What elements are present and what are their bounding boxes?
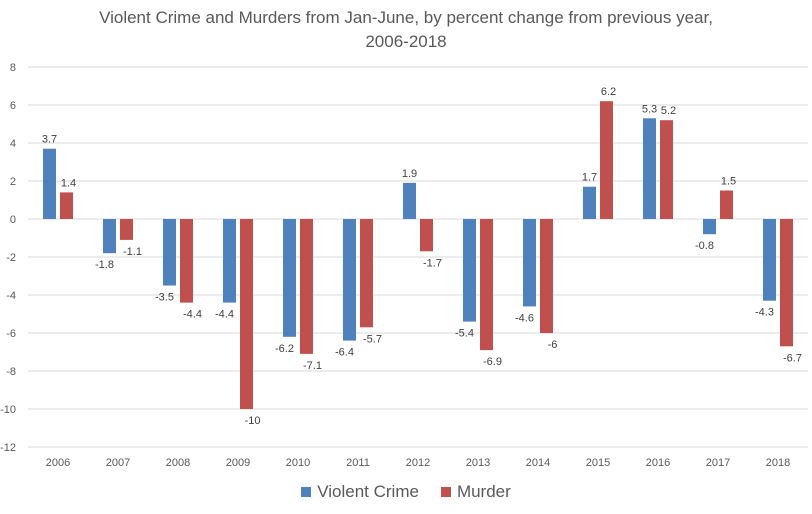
- chart-title-line-2: 2006-2018: [365, 32, 447, 51]
- data-label-murder-2012: -1.7: [423, 257, 442, 269]
- data-label-murder-2013: -6.9: [483, 356, 502, 368]
- chart-title: Violent Crime and Murders from Jan-June,…: [0, 6, 812, 54]
- data-label-violent-crime-2013: -5.4: [455, 328, 474, 340]
- data-label-murder-2014: -6: [548, 339, 558, 351]
- data-label-violent-crime-2010: -6.2: [275, 343, 294, 355]
- chart-legend: Violent Crime Murder: [0, 482, 812, 502]
- bar-violent-crime-2018: [763, 219, 776, 301]
- y-tick-label--4: -4: [6, 290, 16, 302]
- x-tick-label-2012: 2012: [406, 457, 430, 469]
- y-tick-label-2: 2: [10, 176, 16, 188]
- legend-item-murder: Murder: [440, 482, 511, 502]
- data-label-violent-crime-2014: -4.6: [515, 312, 534, 324]
- data-label-violent-crime-2012: 1.9: [402, 168, 417, 180]
- x-tick-label-2013: 2013: [466, 457, 490, 469]
- y-tick-label--10: -10: [0, 404, 16, 416]
- bar-violent-crime-2010: [283, 219, 296, 337]
- y-tick-label-0: 0: [10, 214, 16, 226]
- y-tick-label-4: 4: [10, 138, 16, 150]
- bar-murder-2015: [600, 101, 613, 219]
- bar-murder-2017: [720, 190, 733, 219]
- y-tick-label--2: -2: [6, 252, 16, 264]
- bar-murder-2007: [120, 219, 133, 240]
- legend-item-violent-crime: Violent Crime: [301, 482, 419, 502]
- x-tick-label-2011: 2011: [346, 457, 370, 469]
- x-tick-label-2010: 2010: [286, 457, 310, 469]
- bar-violent-crime-2007: [103, 219, 116, 254]
- x-tick-label-2006: 2006: [46, 457, 70, 469]
- bar-violent-crime-2012: [403, 182, 416, 219]
- data-label-murder-2010: -7.1: [303, 360, 322, 372]
- chart-title-line-1: Violent Crime and Murders from Jan-June,…: [99, 8, 713, 27]
- bar-violent-crime-2008: [163, 219, 176, 286]
- y-tick-label--12: -12: [0, 442, 16, 454]
- y-tick-label--8: -8: [6, 366, 16, 378]
- y-tick-label--6: -6: [6, 328, 16, 340]
- bar-violent-crime-2016: [643, 118, 656, 219]
- legend-label-violent-crime: Violent Crime: [317, 482, 419, 501]
- bar-murder-2012: [420, 219, 433, 252]
- bar-murder-2008: [180, 219, 193, 303]
- x-tick-label-2016: 2016: [646, 457, 670, 469]
- y-tick-label-8: 8: [10, 62, 16, 74]
- bar-violent-crime-2013: [463, 219, 476, 322]
- x-tick-label-2007: 2007: [106, 457, 130, 469]
- data-label-violent-crime-2018: -4.3: [755, 307, 774, 319]
- data-label-murder-2011: -5.7: [363, 333, 382, 345]
- data-label-violent-crime-2008: -3.5: [155, 292, 174, 304]
- data-label-murder-2018: -6.7: [783, 352, 802, 364]
- bar-violent-crime-2017: [703, 219, 716, 235]
- bar-violent-crime-2015: [583, 186, 596, 219]
- bar-violent-crime-2006: [43, 148, 56, 219]
- legend-swatch-violent-crime: [301, 487, 312, 497]
- bar-murder-2016: [660, 120, 673, 219]
- y-tick-label-6: 6: [10, 100, 16, 112]
- bar-murder-2014: [540, 219, 553, 333]
- bar-murder-2010: [300, 219, 313, 354]
- data-label-violent-crime-2007: -1.8: [95, 259, 114, 271]
- data-label-violent-crime-2015: 1.7: [582, 172, 597, 184]
- data-label-murder-2007: -1.1: [123, 246, 142, 258]
- x-tick-label-2014: 2014: [526, 457, 550, 469]
- x-tick-label-2009: 2009: [226, 457, 250, 469]
- bar-murder-2006: [60, 192, 73, 219]
- bar-violent-crime-2014: [523, 219, 536, 307]
- x-tick-label-2015: 2015: [586, 457, 610, 469]
- data-label-violent-crime-2006: 3.7: [42, 134, 57, 146]
- legend-label-murder: Murder: [456, 482, 511, 501]
- bar-murder-2009: [240, 219, 253, 409]
- data-label-murder-2015: 6.2: [601, 86, 616, 98]
- data-label-murder-2008: -4.4: [183, 309, 202, 321]
- bar-violent-crime-2011: [343, 219, 356, 341]
- data-label-violent-crime-2016: 5.3: [642, 103, 657, 115]
- data-label-murder-2017: 1.5: [721, 176, 736, 188]
- bar-murder-2018: [780, 219, 793, 347]
- data-label-murder-2009: -10: [245, 415, 261, 427]
- x-tick-label-2017: 2017: [706, 457, 730, 469]
- data-label-violent-crime-2011: -6.4: [335, 347, 354, 359]
- data-label-murder-2016: 5.2: [661, 105, 676, 117]
- data-label-violent-crime-2017: -0.8: [695, 240, 714, 252]
- data-label-violent-crime-2009: -4.4: [215, 309, 234, 321]
- x-tick-label-2008: 2008: [166, 457, 190, 469]
- legend-swatch-murder: [440, 487, 451, 497]
- bar-violent-crime-2009: [223, 219, 236, 303]
- bar-murder-2013: [480, 219, 493, 351]
- x-tick-label-2018: 2018: [766, 457, 790, 469]
- bar-murder-2011: [360, 219, 373, 328]
- data-label-murder-2006: 1.4: [61, 177, 76, 189]
